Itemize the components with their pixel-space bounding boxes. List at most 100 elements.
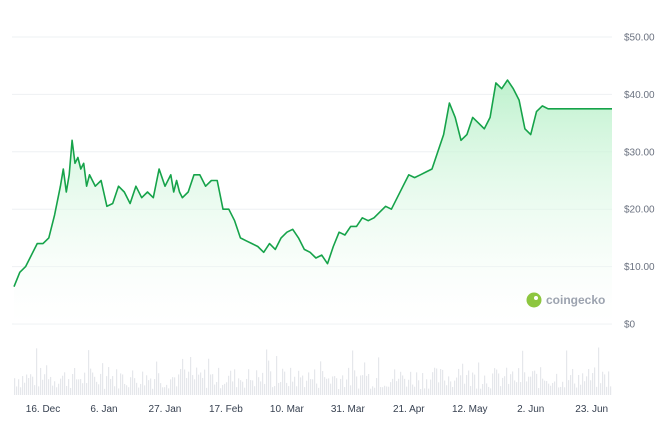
y-tick-label: $40.00 xyxy=(624,90,655,101)
volume-bar xyxy=(228,375,230,395)
volume-bar xyxy=(160,383,162,395)
volume-bar xyxy=(156,361,158,395)
volume-bar xyxy=(116,369,118,395)
volume-bar xyxy=(572,368,574,395)
volume-bar xyxy=(284,371,286,395)
volume-bar xyxy=(542,378,544,395)
volume-bar xyxy=(90,368,92,395)
volume-bar xyxy=(536,373,538,395)
volume-bar xyxy=(438,382,440,395)
volume-bar xyxy=(42,379,44,395)
volume-bar xyxy=(18,379,20,395)
volume-bar xyxy=(24,382,26,395)
volume-bar xyxy=(430,379,432,395)
volume-bar xyxy=(312,379,314,395)
volume-bar xyxy=(48,379,50,395)
volume-bar xyxy=(422,373,424,395)
volume-bar xyxy=(348,367,350,395)
volume-bar xyxy=(224,383,226,395)
volume-bar xyxy=(344,387,346,395)
volume-bar xyxy=(266,349,268,395)
volume-bar xyxy=(302,375,304,395)
volume-bar xyxy=(84,372,86,395)
volume-bar xyxy=(220,388,222,395)
volume-bar xyxy=(502,377,504,395)
volume-bar xyxy=(326,378,328,395)
volume-bar xyxy=(420,388,422,395)
volume-bar xyxy=(394,369,396,395)
volume-bar xyxy=(44,374,46,395)
volume-bar xyxy=(212,374,214,395)
volume-bar xyxy=(604,374,606,395)
volume-bar xyxy=(482,384,484,395)
volume-bar xyxy=(150,378,152,395)
volume-bar xyxy=(60,378,62,395)
volume-bar xyxy=(450,381,452,395)
volume-bar xyxy=(382,387,384,395)
volume-bar xyxy=(174,377,176,395)
volume-bar xyxy=(314,369,316,395)
volume-bar xyxy=(410,371,412,395)
volume-bar xyxy=(76,379,78,395)
volume-bar xyxy=(504,376,506,395)
volume-bar xyxy=(362,375,364,395)
volume-bar xyxy=(168,388,170,395)
volume-bar xyxy=(514,380,516,395)
volume-bar xyxy=(164,387,166,395)
volume-bar xyxy=(82,383,84,395)
volume-bar xyxy=(102,363,104,395)
volume-bar xyxy=(218,367,220,395)
volume-bar xyxy=(184,369,186,395)
volume-bar xyxy=(202,377,204,395)
volume-bar xyxy=(92,372,94,395)
volume-bar xyxy=(446,385,448,395)
volume-bar xyxy=(192,375,194,395)
volume-bar xyxy=(172,377,174,395)
volume-bar xyxy=(16,386,18,395)
x-tick-label: 21. Apr xyxy=(393,404,425,415)
volume-bar xyxy=(316,383,318,395)
volume-bar xyxy=(132,370,134,395)
volume-bar xyxy=(540,367,542,395)
volume-bar xyxy=(414,386,416,395)
volume-bar xyxy=(582,373,584,395)
volume-bar xyxy=(162,387,164,395)
volume-bar xyxy=(56,387,58,395)
volume-bar xyxy=(526,381,528,395)
volume-bar xyxy=(20,387,22,395)
volume-bar xyxy=(400,371,402,395)
volume-bar xyxy=(320,361,322,395)
volume-bar xyxy=(524,372,526,395)
volume-bar xyxy=(260,381,262,395)
volume-bar xyxy=(298,370,300,395)
volume-bar xyxy=(500,386,502,395)
volume-bar xyxy=(50,376,52,395)
volume-bars xyxy=(14,347,612,395)
volume-bar xyxy=(462,363,464,395)
volume-bar xyxy=(480,388,482,395)
x-tick-label: 27. Jan xyxy=(149,404,182,415)
volume-bar xyxy=(554,381,556,395)
volume-bar xyxy=(108,367,110,395)
volume-bar xyxy=(142,371,144,395)
volume-bar xyxy=(310,379,312,395)
volume-bar xyxy=(324,377,326,395)
volume-bar xyxy=(216,382,218,395)
volume-bar xyxy=(200,372,202,395)
coingecko-logo: coingecko xyxy=(526,292,605,308)
volume-bar xyxy=(468,370,470,395)
volume-bar xyxy=(384,385,386,395)
volume-bar xyxy=(598,347,600,395)
volume-bar xyxy=(518,368,520,395)
volume-bar xyxy=(126,385,128,395)
volume-bar xyxy=(46,365,48,395)
x-tick-label: 12. May xyxy=(452,404,488,415)
volume-bar xyxy=(340,378,342,395)
volume-bar xyxy=(398,378,400,395)
volume-bar xyxy=(574,383,576,395)
volume-bar xyxy=(546,381,548,395)
volume-bar xyxy=(374,387,376,395)
volume-bar xyxy=(134,378,136,395)
volume-bar xyxy=(486,383,488,395)
volume-bar xyxy=(330,383,332,395)
